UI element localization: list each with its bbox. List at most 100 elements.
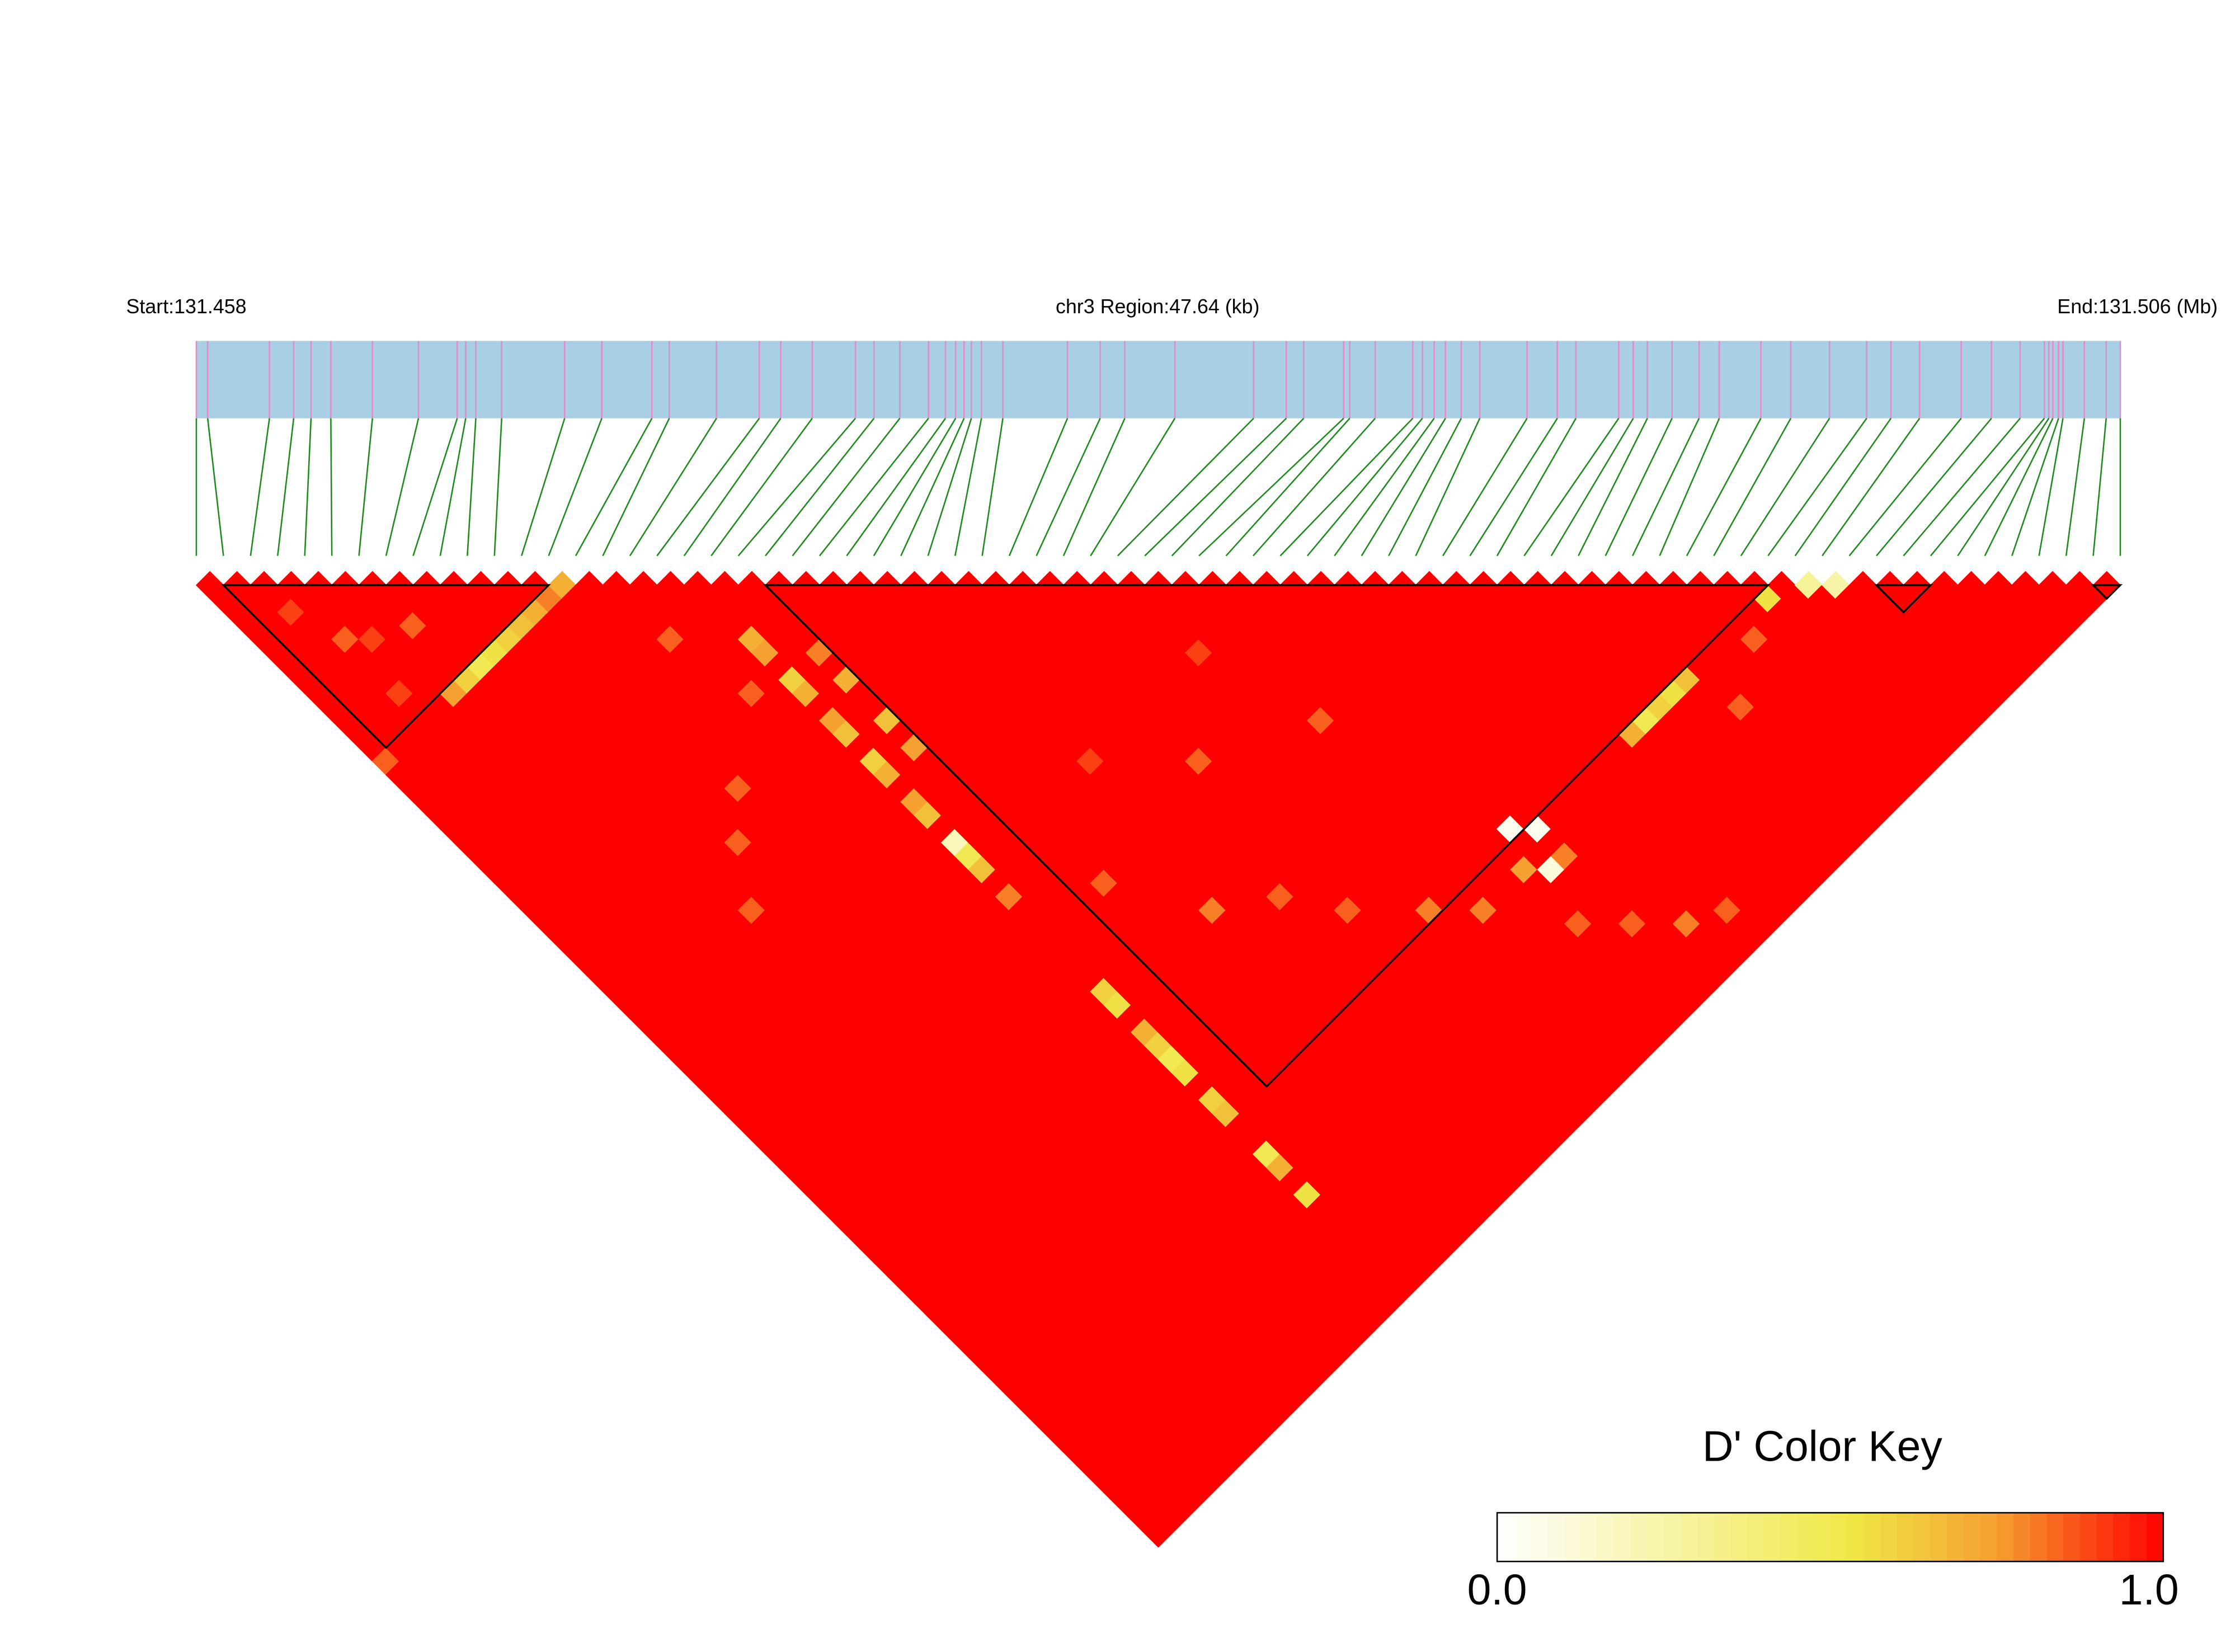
snp-connector: [575, 418, 653, 557]
snp-connector: [250, 418, 270, 556]
snp-connector: [683, 417, 782, 557]
snp-connector: [1550, 418, 1634, 557]
color-key-step: [1863, 1513, 1881, 1562]
color-key-step: [1714, 1513, 1731, 1562]
color-key-step: [2130, 1513, 2148, 1562]
color-key-step: [1530, 1513, 1548, 1562]
snp-connector: [927, 418, 972, 556]
snp-connector: [439, 418, 467, 556]
color-key-step: [1813, 1513, 1831, 1562]
snp-connector: [1415, 418, 1481, 557]
color-key-step: [1613, 1513, 1631, 1562]
snp-connector: [873, 418, 957, 557]
color-key-step: [1830, 1513, 1848, 1562]
color-key-step: [1763, 1513, 1781, 1562]
position-bar: [196, 341, 2120, 418]
snp-connector: [1740, 418, 1831, 557]
snp-connector: [1605, 418, 1673, 557]
snp-connector: [765, 417, 875, 557]
snp-connector: [1334, 417, 1435, 557]
color-key-step: [1663, 1513, 1681, 1562]
color-key-step: [2030, 1513, 2048, 1562]
snp-connector: [1794, 417, 1892, 557]
ld-block-outline: [2091, 584, 2123, 600]
snp-connector: [520, 418, 566, 556]
snp-connector: [1090, 418, 1176, 557]
snp-connector: [792, 417, 901, 557]
snp-connector: [1903, 417, 2021, 557]
color-key-step: [1547, 1513, 1565, 1562]
snp-connector: [1578, 418, 1648, 557]
ld-block-outline: [1874, 584, 1933, 614]
start-label: Start:131.458: [126, 295, 246, 318]
snp-connector: [900, 418, 965, 557]
snp-connector: [629, 418, 717, 557]
snp-connector: [1279, 417, 1414, 557]
color-key-step: [1880, 1513, 1898, 1562]
snp-connector: [206, 418, 224, 556]
color-key-step: [1946, 1513, 1964, 1562]
color-key-label: 0.0: [1467, 1566, 1527, 1614]
snp-connector: [1930, 417, 2045, 557]
snp-connector: [1442, 418, 1528, 557]
ld-block-outline: [221, 584, 551, 749]
snp-connector: [1984, 418, 2054, 557]
snp-connector: [358, 418, 373, 556]
snp-connector: [1171, 417, 1305, 557]
color-key-step: [1913, 1513, 1931, 1562]
color-key-step: [1697, 1513, 1715, 1562]
ld-block-outline: [763, 584, 1771, 1088]
snp-connector: [1631, 418, 1700, 557]
color-key-step: [1646, 1513, 1664, 1562]
snp-connector: [277, 418, 295, 556]
snp-connector: [1388, 418, 1462, 557]
snp-connector: [602, 418, 670, 557]
color-key-border: [1496, 1512, 2165, 1562]
snp-connector: [1713, 418, 1792, 557]
color-key-step: [1997, 1513, 2014, 1562]
snp-connector: [304, 418, 312, 556]
snp-connector: [2038, 418, 2064, 556]
color-key-step: [2079, 1513, 2097, 1562]
snp-connector: [711, 417, 813, 557]
snp-connector: [1008, 418, 1069, 557]
snp-connector: [737, 417, 857, 557]
color-key-step: [2096, 1513, 2114, 1562]
color-key-step: [1847, 1513, 1865, 1562]
snp-connector: [846, 417, 947, 557]
snp-connector: [954, 418, 982, 556]
color-key-step: [2147, 1513, 2164, 1562]
snp-connector: [1496, 418, 1577, 557]
snp-connector: [1822, 417, 1921, 557]
snp-connector: [493, 418, 502, 556]
snp-connector: [1876, 417, 1992, 557]
snp-connector: [819, 417, 929, 557]
snp-connector: [2092, 418, 2107, 556]
snp-connector: [412, 418, 458, 556]
snp-connector: [1659, 418, 1720, 557]
snp-connector: [1036, 418, 1101, 557]
color-key-step: [1963, 1513, 1981, 1562]
color-key-step: [1796, 1513, 1814, 1562]
snp-connector: [2065, 418, 2086, 556]
snp-connector: [330, 418, 333, 556]
snp-connector: [1225, 417, 1351, 557]
color-key-step: [1780, 1513, 1798, 1562]
color-key-step: [1580, 1513, 1598, 1562]
snp-connector: [1523, 417, 1620, 557]
snp-connector: [385, 418, 420, 556]
color-key-step: [1747, 1513, 1765, 1562]
color-key-title: D' Color Key: [1702, 1423, 1942, 1471]
color-key-step: [1497, 1513, 1514, 1562]
snp-connector: [2011, 418, 2059, 556]
color-key-step: [1897, 1513, 1914, 1562]
snp-connector: [1306, 417, 1423, 557]
snp-connector: [1117, 417, 1254, 557]
snp-connector: [1144, 417, 1287, 557]
snp-connector: [981, 418, 1004, 556]
snp-connector: [1253, 417, 1376, 557]
color-key-step: [1980, 1513, 1998, 1562]
color-key-step: [1930, 1513, 1947, 1562]
snp-connector: [548, 418, 603, 557]
